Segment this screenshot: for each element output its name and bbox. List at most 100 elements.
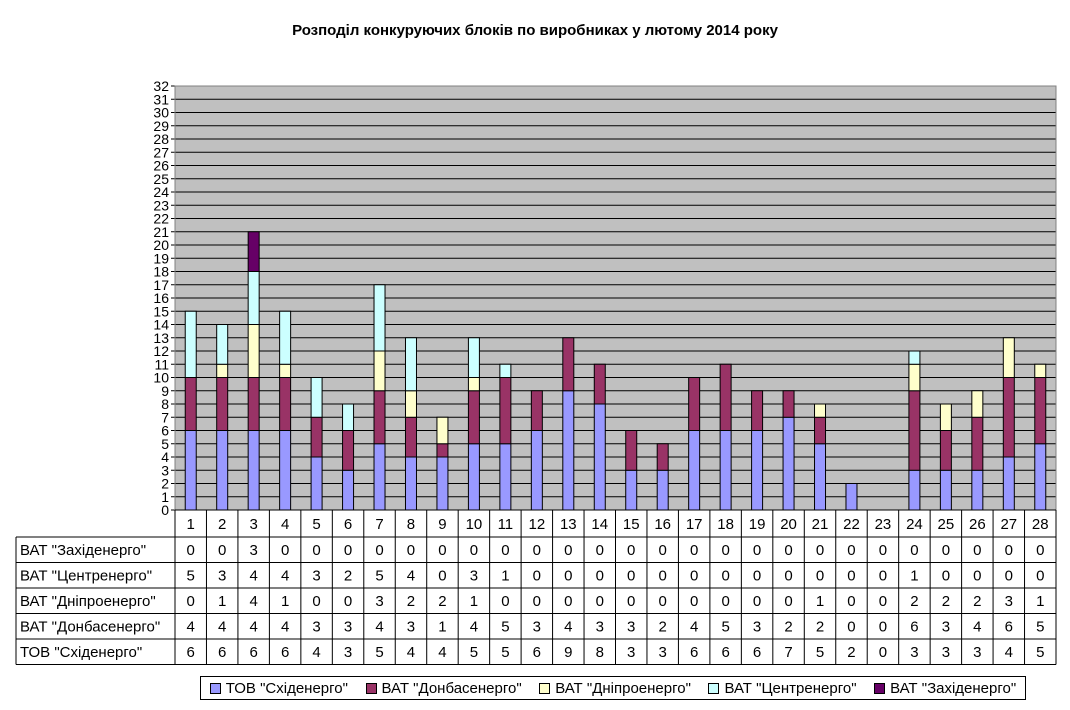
table-cell: 0: [942, 567, 950, 584]
table-cell: 6: [281, 644, 289, 661]
bar-segment-3-7: [373, 350, 386, 392]
table-cell: 0: [690, 593, 698, 610]
table-cell: 0: [942, 542, 950, 559]
y-tick-label: 20: [153, 237, 169, 253]
legend-item: ВАТ "Західенерго": [874, 680, 1016, 697]
bar-segment-1-21: [814, 443, 827, 511]
table-cell: 4: [690, 618, 698, 635]
table-cell: 0: [721, 593, 729, 610]
bar-segment-3-8: [404, 390, 417, 418]
x-tick-label: 6: [344, 516, 352, 533]
y-tick-label: 3: [161, 462, 169, 478]
table-cell: 4: [218, 618, 226, 635]
legend-item: ВАТ "Дніпроенерго": [539, 680, 691, 697]
table-cell: 2: [816, 618, 824, 635]
bar-segment-1-6: [342, 469, 355, 511]
y-tick-label: 5: [161, 436, 169, 452]
x-tick-label: 27: [1000, 516, 1017, 533]
table-cell: 0: [533, 567, 541, 584]
bar-segment-1-13: [562, 390, 575, 511]
bar-segment-2-21: [814, 416, 827, 445]
table-cell: 0: [973, 567, 981, 584]
table-cell: 6: [753, 644, 761, 661]
bar-segment-1-16: [656, 469, 669, 511]
table-cell: 0: [501, 542, 509, 559]
table-cell: 0: [533, 542, 541, 559]
bar-segment-1-18: [719, 430, 732, 511]
table-cell: 3: [910, 644, 918, 661]
bar-segment-2-20: [782, 390, 795, 418]
bar-segment-1-4: [279, 430, 292, 511]
table-cell: 5: [1036, 644, 1044, 661]
bar-segment-2-18: [719, 363, 732, 431]
table-cell: 5: [1036, 618, 1044, 635]
x-tick-label: 17: [686, 516, 703, 533]
bar-segment-1-12: [530, 430, 543, 511]
table-row-label: ВАТ "Дніпроенерго": [20, 593, 156, 610]
bar-segment-4-11: [499, 363, 512, 378]
x-tick-label: 14: [591, 516, 608, 533]
x-tick-label: 1: [187, 516, 195, 533]
table-cell: 4: [281, 618, 289, 635]
bar-segment-2-26: [971, 416, 984, 471]
table-cell: 0: [690, 542, 698, 559]
bar-segment-1-14: [593, 403, 606, 511]
bar-segment-2-16: [656, 443, 669, 471]
y-tick-label: 7: [161, 409, 169, 425]
table-cell: 1: [1036, 593, 1044, 610]
legend-item: ВАТ "Центренерго": [708, 679, 857, 697]
legend-label: ВАТ "Дніпроенерго": [555, 679, 691, 697]
table-cell: 0: [816, 567, 824, 584]
table-cell: 3: [375, 593, 383, 610]
y-tick-label: 9: [161, 383, 169, 399]
y-tick-label: 22: [153, 211, 169, 227]
x-tick-label: 25: [938, 516, 955, 533]
table-cell: 0: [879, 644, 887, 661]
table-row-label: ТОВ "Східенерго": [20, 644, 142, 661]
table-cell: 4: [375, 618, 383, 635]
table-cell: 1: [470, 593, 478, 610]
table-row-label: ВАТ "Центренерго": [20, 567, 152, 584]
table-cell: 1: [501, 567, 509, 584]
legend-label: ВАТ "Центренерго": [724, 679, 857, 697]
legend-swatch: [539, 682, 551, 694]
table-cell: 0: [596, 542, 604, 559]
table-cell: 0: [1005, 567, 1013, 584]
bar-segment-3-9: [436, 416, 449, 445]
y-tick-label: 27: [153, 144, 169, 160]
table-cell: 0: [721, 567, 729, 584]
bar-segment-2-3: [247, 377, 260, 431]
bar-segment-4-6: [342, 403, 355, 431]
table-cell: 2: [973, 593, 981, 610]
table-cell: 0: [564, 542, 572, 559]
table-row-label: ВАТ "Західенерго": [20, 542, 146, 559]
bar-segment-2-9: [436, 443, 449, 458]
y-tick-label: 23: [153, 197, 169, 213]
table-cell: 3: [249, 542, 257, 559]
table-cell: 6: [721, 644, 729, 661]
y-tick-label: 21: [153, 224, 169, 240]
bar-segment-3-21: [814, 403, 827, 418]
table-cell: 5: [187, 567, 195, 584]
table-cell: 0: [879, 593, 887, 610]
table-cell: 3: [470, 567, 478, 584]
y-tick-label: 4: [161, 449, 169, 465]
table-cell: 4: [312, 644, 320, 661]
table-cell: 6: [910, 618, 918, 635]
bar-segment-3-4: [279, 363, 292, 378]
bar-segment-1-19: [751, 430, 764, 511]
bar-segment-2-2: [216, 377, 229, 431]
table-cell: 2: [407, 593, 415, 610]
bar-segment-1-25: [939, 469, 952, 511]
table-cell: 6: [690, 644, 698, 661]
table-cell: 2: [784, 618, 792, 635]
table-cell: 0: [627, 567, 635, 584]
table-cell: 0: [438, 567, 446, 584]
bar-segment-2-7: [373, 390, 386, 445]
bar-segment-2-11: [499, 377, 512, 445]
bar-segment-1-27: [1002, 456, 1015, 511]
y-tick-label: 26: [153, 158, 169, 174]
y-tick-label: 16: [153, 290, 169, 306]
y-tick-label: 30: [153, 105, 169, 121]
table-cell: 4: [249, 567, 257, 584]
